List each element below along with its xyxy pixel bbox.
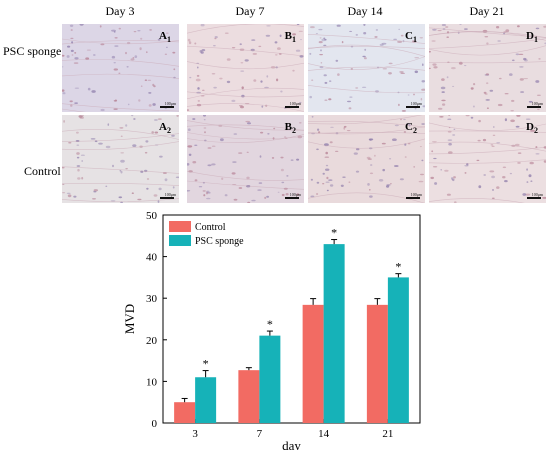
micrograph-panel-b1: B1 100μm (187, 24, 304, 112)
scale-bar-label: 100μm (289, 101, 301, 106)
significance-marker: * (331, 226, 337, 240)
panel-label-letter: D (526, 121, 534, 133)
scale-bar (285, 106, 299, 108)
bar-control-day-7 (238, 370, 260, 423)
column-header-day-14: Day 14 (347, 4, 383, 18)
y-tick-label: 0 (152, 418, 158, 430)
micrograph-image (308, 115, 425, 203)
scale-bar-label: 100μm (531, 192, 543, 197)
micrograph-image (187, 115, 304, 203)
panel-label-letter: A (159, 30, 167, 42)
panel-label-subscript: 2 (292, 126, 296, 136)
micrograph-panel-c1: C1 100μm (308, 24, 425, 112)
column-header-day-7: Day 7 (235, 4, 265, 18)
bar-control-day-21 (366, 304, 388, 423)
panel-label-subscript: 1 (413, 35, 417, 45)
scale-bar (406, 106, 420, 108)
panel-label-subscript: 1 (167, 35, 171, 45)
scale-bar (527, 106, 541, 108)
panel-label-letter: A (159, 121, 167, 133)
column-header-day-21: Day 21 (469, 4, 505, 18)
scale-bar-label: 100μm (410, 192, 422, 197)
scale-bar (160, 106, 174, 108)
y-tick-label: 40 (146, 252, 158, 264)
y-tick-label: 30 (146, 293, 158, 305)
panel-label-letter: B (284, 121, 292, 133)
significance-marker: * (203, 357, 209, 371)
bar-psc-sponge-day-7 (259, 335, 281, 423)
scale-bar-label: 100μm (164, 101, 176, 106)
panel-label: A2 (159, 121, 171, 135)
micrograph-panel-a2: A2 100μm (62, 115, 179, 203)
micrograph-panel-a1: A1 100μm (62, 24, 179, 112)
bar-psc-sponge-day-14 (323, 244, 345, 423)
scale-bar-label: 100μm (164, 192, 176, 197)
scale-bar (527, 197, 541, 199)
panel-label: A1 (159, 30, 171, 44)
panel-label: C1 (405, 30, 417, 44)
y-tick-label: 10 (146, 376, 158, 388)
micrograph-image (62, 115, 179, 203)
y-tick-label: 20 (146, 335, 158, 347)
panel-label-subscript: 1 (292, 35, 296, 45)
micrograph-image (187, 24, 304, 112)
panel-label-letter: D (526, 30, 534, 42)
micrograph-image (429, 24, 546, 112)
scale-bar (285, 197, 299, 199)
panel-label-subscript: 1 (534, 35, 538, 45)
panel-label-letter: C (405, 30, 413, 42)
significance-marker: * (395, 260, 401, 274)
panel-label-subscript: 2 (413, 126, 417, 136)
x-tick-label: 21 (382, 428, 393, 440)
panel-label-letter: C (405, 121, 413, 133)
micrograph-panel-d1: D1 100μm (429, 24, 546, 112)
legend-swatch (169, 221, 191, 232)
micrograph-image (62, 24, 179, 112)
plot-frame (162, 214, 421, 424)
micrograph-image (429, 115, 546, 203)
panel-label-letter: B (284, 30, 292, 42)
micrograph-image (308, 24, 425, 112)
x-tick-label: 7 (257, 428, 263, 440)
bar-psc-sponge-day-3 (195, 377, 217, 423)
panel-label: D2 (526, 121, 538, 135)
bar-control-day-14 (302, 304, 324, 423)
x-axis-label: day (282, 438, 301, 450)
scale-bar-label: 100μm (531, 101, 543, 106)
micrograph-panel-d2: D2 100μm (429, 115, 546, 203)
micrograph-panel-c2: C2 100μm (308, 115, 425, 203)
mvd-bar-chart: 0 10 20 30 40 50 MVD 3 * 7 * 14 * 21 * day Control PSC sp… (122, 210, 421, 450)
scale-bar (160, 197, 174, 199)
micrograph-panel-b2: B2 100μm (187, 115, 304, 203)
bar-control-day-3 (174, 402, 196, 423)
legend-label: PSC sponge (195, 236, 244, 247)
y-tick-label: 50 (146, 210, 158, 222)
panel-label: D1 (526, 30, 538, 44)
row-header-psc-sponge: PSC sponge (3, 44, 62, 58)
legend-label: Control (195, 222, 226, 233)
x-tick-label: 14 (318, 428, 330, 440)
scale-bar (406, 197, 420, 199)
bar-psc-sponge-day-21 (387, 277, 409, 423)
column-header-day-3: Day 3 (105, 4, 135, 18)
panel-label: B1 (285, 30, 296, 44)
scale-bar-label: 100μm (289, 192, 301, 197)
x-tick-label: 3 (192, 428, 198, 440)
row-header-control: Control (24, 164, 61, 178)
y-axis-label: MVD (122, 304, 137, 334)
legend-swatch (169, 235, 191, 246)
scale-bar-label: 100μm (410, 101, 422, 106)
panel-label: B2 (285, 121, 296, 135)
panel-label-subscript: 2 (534, 126, 538, 136)
panel-label-subscript: 2 (167, 126, 171, 136)
panel-label: C2 (405, 121, 417, 135)
significance-marker: * (267, 317, 273, 331)
